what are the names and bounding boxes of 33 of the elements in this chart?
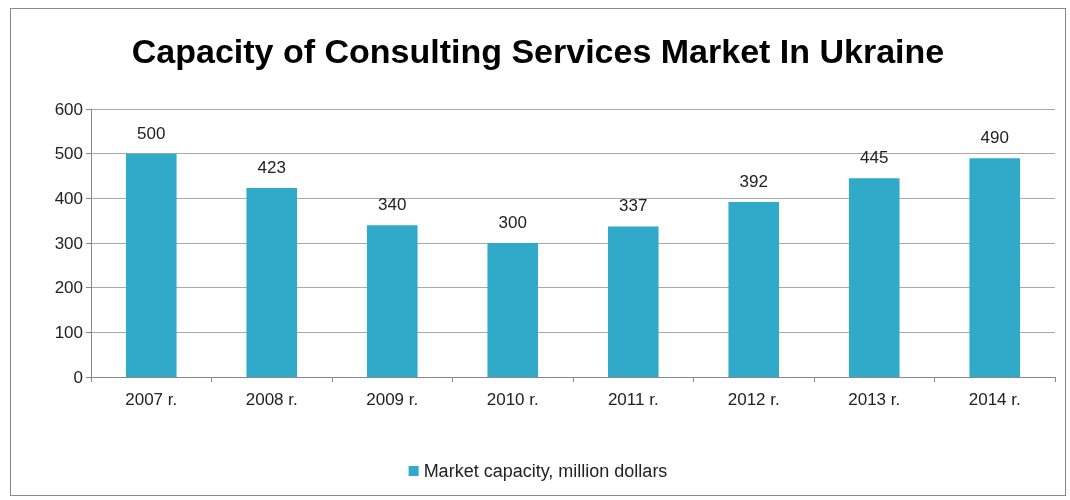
- bar: [728, 201, 780, 377]
- y-tick-label: 300: [54, 233, 83, 253]
- data-label: 392: [739, 171, 768, 191]
- x-tick-label: 2007 r.: [125, 390, 178, 409]
- data-label: 300: [498, 213, 527, 232]
- x-tick-label: 2013 r.: [848, 390, 901, 409]
- x-tick-label: 2009 r.: [366, 390, 419, 409]
- x-tick-label: 2008 r.: [245, 390, 298, 409]
- y-tick-label: 100: [54, 322, 83, 342]
- bar: [848, 178, 900, 377]
- legend-label: Market capacity, million dollars: [423, 461, 668, 481]
- y-tick-label: 400: [54, 188, 83, 208]
- x-tick-label: 2011 r.: [607, 390, 659, 409]
- bar: [487, 243, 539, 377]
- chart-title: Capacity of Consulting Services Market In Ukraine: [131, 32, 945, 70]
- y-tick-label: 0: [73, 367, 83, 387]
- x-tick-label: 2010 r.: [486, 390, 539, 409]
- bar: [246, 188, 298, 377]
- data-label: 340: [378, 195, 407, 215]
- bar: [125, 153, 177, 377]
- data-label: 337: [619, 196, 648, 216]
- bar: [366, 225, 418, 377]
- y-tick-label: 600: [54, 99, 83, 119]
- data-label: 490: [980, 128, 1009, 148]
- x-tick-label: 2014 r.: [968, 390, 1021, 409]
- y-tick-label: 200: [54, 278, 83, 298]
- y-tick-label: 500: [54, 144, 83, 164]
- data-label: 445: [860, 148, 889, 168]
- data-label: 500: [137, 123, 166, 143]
- bar: [969, 158, 1021, 377]
- data-label: 423: [257, 158, 286, 178]
- x-tick-label: 2012 r.: [727, 390, 780, 409]
- bar: [607, 226, 659, 377]
